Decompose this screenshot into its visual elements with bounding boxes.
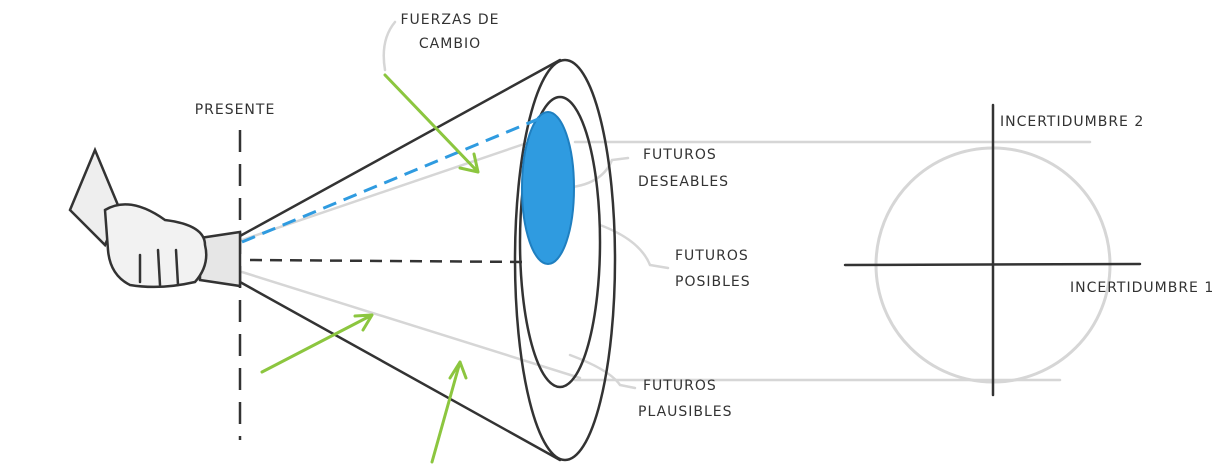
force-arrow (260, 313, 374, 374)
outer-ellipse (513, 58, 617, 462)
cone-edge (238, 58, 562, 238)
label: INCERTIDUMBRE 2 (1000, 114, 1144, 130)
dashed-line (241, 113, 549, 244)
force-arrow (430, 360, 468, 464)
leader (568, 353, 637, 390)
leader (598, 223, 670, 270)
force-arrow (383, 73, 480, 174)
label: FUTUROS (643, 378, 717, 394)
guide-line (240, 270, 582, 380)
inner-ellipse (518, 95, 602, 389)
label: FUTUROS (643, 147, 717, 163)
hand (103, 203, 208, 289)
label: FUTUROS (675, 248, 749, 264)
axis (843, 262, 1142, 267)
desirable-ellipse (521, 111, 575, 265)
label: DESEABLES (638, 174, 729, 190)
label: CAMBIO (419, 36, 481, 52)
label: FUERZAS DE (400, 12, 499, 28)
label: INCERTIDUMBRE 1 (1070, 280, 1214, 296)
fingers (138, 248, 180, 287)
dashed-line (249, 258, 531, 264)
label: PRESENTE (195, 102, 276, 118)
label: PLAUSIBLES (638, 404, 733, 420)
label: POSIBLES (675, 274, 751, 290)
cone-edge (238, 280, 562, 462)
leader (382, 20, 397, 72)
